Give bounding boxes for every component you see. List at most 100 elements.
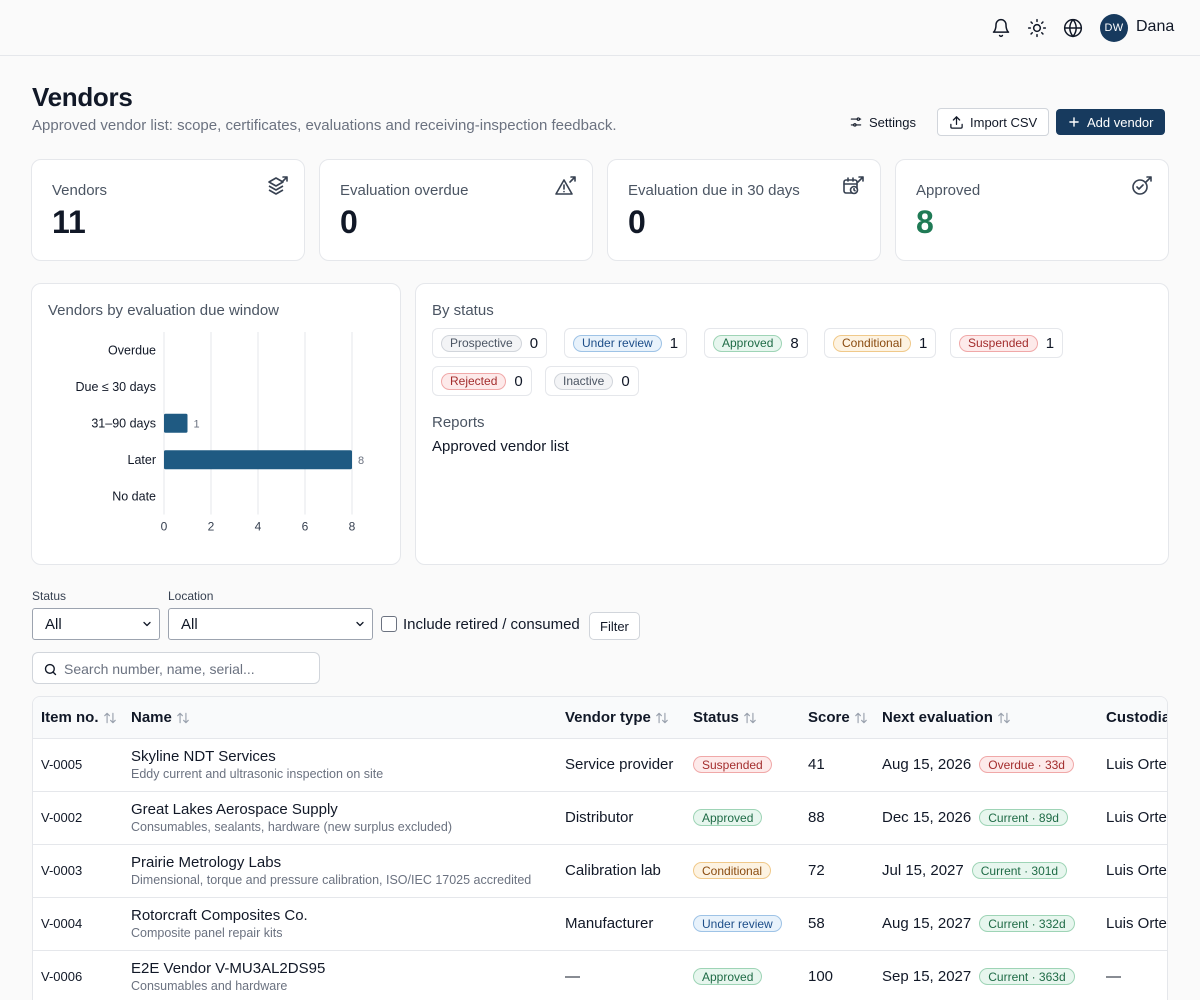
item-number[interactable]: V-0006 xyxy=(41,969,83,984)
vendor-name-cell[interactable]: Rotorcraft Composites Co. Composite panel… xyxy=(123,897,557,950)
chevron-down-icon xyxy=(356,621,364,627)
status-badge: Approved xyxy=(693,809,763,827)
include-retired-checkbox[interactable] xyxy=(381,616,397,632)
score: 100 xyxy=(808,968,834,985)
approved-vendor-list-link[interactable]: Approved vendor list xyxy=(432,438,569,455)
warning-icon xyxy=(555,176,576,195)
column-header-name[interactable]: Name xyxy=(123,697,557,739)
next-evaluation-date: Aug 15, 2027 xyxy=(882,914,972,932)
vendor-name[interactable]: Great Lakes Aerospace Supply xyxy=(131,801,338,818)
item-number[interactable]: V-0003 xyxy=(41,863,83,878)
user-name[interactable]: Dana xyxy=(1136,18,1175,35)
bell-icon[interactable] xyxy=(989,16,1013,40)
status-pill: Inactive xyxy=(554,372,614,390)
column-header-vendor-type[interactable]: Vendor type xyxy=(557,697,685,739)
vendor-name-cell[interactable]: Skyline NDT Services Eddy current and ult… xyxy=(123,738,557,791)
settings-button[interactable]: Settings xyxy=(838,108,927,136)
next-evaluation-cell: Aug 15, 2027 Current · 332d xyxy=(874,897,1098,950)
evaluation-window-bar-chart: 0 2 4 6 8 Overdue Due ≤ 30 days 31–90 days 1 Late… xyxy=(75,332,364,534)
sun-icon[interactable] xyxy=(1025,16,1049,40)
chevron-down-icon xyxy=(143,621,151,627)
chart-title: Vendors by evaluation due window xyxy=(48,302,279,319)
column-header-score[interactable]: Score xyxy=(800,697,874,739)
globe-icon[interactable] xyxy=(1061,16,1085,40)
next-evaluation-date: Dec 15, 2026 xyxy=(882,808,972,826)
next-evaluation-date: Sep 15, 2027 xyxy=(882,967,972,985)
item-number[interactable]: V-0002 xyxy=(41,810,83,825)
item-number[interactable]: V-0005 xyxy=(41,757,83,772)
status-select-value: All xyxy=(45,615,62,633)
status-chip-suspended[interactable]: Suspended 1 xyxy=(950,328,1064,358)
y-category-label: No date xyxy=(112,489,156,503)
vendor-name[interactable]: Rotorcraft Composites Co. xyxy=(131,907,308,924)
calendar-clock-icon xyxy=(843,176,864,195)
avatar[interactable]: DW xyxy=(1100,14,1128,42)
stat-label: Vendors xyxy=(52,182,108,199)
column-header-item-no[interactable]: Item no. xyxy=(33,697,123,739)
status-chip-approved[interactable]: Approved 8 xyxy=(704,328,808,358)
vendor-type: Manufacturer xyxy=(565,915,654,932)
location-select[interactable]: All xyxy=(168,608,373,640)
stat-card-approved[interactable]: Approved 8 xyxy=(895,159,1169,261)
table-row[interactable]: V-0004 Rotorcraft Composites Co. Composite… xyxy=(33,897,1167,950)
item-number[interactable]: V-0004 xyxy=(41,916,83,931)
table-row[interactable]: V-0002 Great Lakes Aerospace Supply Consum… xyxy=(33,791,1167,844)
vendor-description: Dimensional, torque and pressure calibra… xyxy=(131,873,532,887)
table-row[interactable]: V-0003 Prairie Metrology Labs Dimensional,… xyxy=(33,844,1167,897)
status-badge: Under review xyxy=(693,915,782,933)
sort-icon xyxy=(656,712,668,724)
status-select[interactable]: All xyxy=(32,608,160,640)
status-chip-conditional[interactable]: Conditional 1 xyxy=(824,328,937,358)
import-csv-button[interactable]: Import CSV xyxy=(937,108,1050,136)
sort-icon xyxy=(998,712,1010,724)
vendor-name[interactable]: Prairie Metrology Labs xyxy=(131,854,282,871)
evaluation-badge: Overdue · 33d xyxy=(979,756,1074,774)
status-chip-under-review[interactable]: Under review 1 xyxy=(564,328,688,358)
add-vendor-button[interactable]: Add vendor xyxy=(1056,109,1165,135)
vendor-type: Service provider xyxy=(565,756,674,773)
import-csv-label: Import CSV xyxy=(970,114,1038,130)
column-header-next-evaluation[interactable]: Next evaluation xyxy=(874,697,1098,739)
table-row[interactable]: V-0006 E2E Vendor V-MU3AL2DS95 Consumables… xyxy=(33,950,1167,1000)
vendor-description: Consumables and hardware xyxy=(131,979,288,993)
custodian: — xyxy=(1106,968,1121,985)
vendor-name[interactable]: Skyline NDT Services xyxy=(131,748,276,765)
bar xyxy=(164,413,188,433)
vendor-description: Eddy current and ultrasonic inspection o… xyxy=(131,767,384,781)
score: 72 xyxy=(808,862,825,879)
include-retired-label[interactable]: Include retired / consumed xyxy=(403,616,580,633)
table-header-row: Item no. Name Vendor type Status Score N… xyxy=(33,697,1167,739)
vendor-name-cell[interactable]: E2E Vendor V-MU3AL2DS95 Consumables and h… xyxy=(123,950,557,1000)
column-header-status[interactable]: Status xyxy=(685,697,800,739)
status-pill: Prospective xyxy=(441,334,522,352)
y-category-label: Overdue xyxy=(108,343,156,357)
status-chip-rejected[interactable]: Rejected 0 xyxy=(432,366,532,396)
next-evaluation-cell: Dec 15, 2026 Current · 89d xyxy=(874,791,1098,844)
status-filter-label: Status xyxy=(32,589,67,603)
score: 88 xyxy=(808,809,825,826)
column-header-custodian[interactable]: Custodian xyxy=(1098,697,1167,739)
vendor-description: Composite panel repair kits xyxy=(131,926,283,940)
filter-button[interactable]: Filter xyxy=(589,612,640,640)
stat-value: 8 xyxy=(916,204,934,240)
next-evaluation-cell: Aug 15, 2026 Overdue · 33d xyxy=(874,738,1098,791)
stat-card-vendors[interactable]: Vendors 11 xyxy=(31,159,305,261)
status-chip-prospective[interactable]: Prospective 0 xyxy=(432,328,548,358)
x-tick-label: 8 xyxy=(349,520,356,534)
stat-card-due-30[interactable]: Evaluation due in 30 days 0 xyxy=(607,159,881,261)
stat-card-overdue[interactable]: Evaluation overdue 0 xyxy=(319,159,593,261)
next-evaluation-date: Aug 15, 2026 xyxy=(882,755,972,773)
score: 41 xyxy=(808,756,825,773)
search-box[interactable] xyxy=(32,652,320,684)
status-chip-inactive[interactable]: Inactive 0 xyxy=(545,366,639,396)
sliders-icon xyxy=(850,117,862,127)
vendor-name-cell[interactable]: Great Lakes Aerospace Supply Consumables,… xyxy=(123,791,557,844)
vendor-name[interactable]: E2E Vendor V-MU3AL2DS95 xyxy=(131,960,326,977)
x-tick-label: 4 xyxy=(255,520,262,534)
vendor-name-cell[interactable]: Prairie Metrology Labs Dimensional, torqu… xyxy=(123,844,557,897)
table-row[interactable]: V-0005 Skyline NDT Services Eddy current a… xyxy=(33,738,1167,791)
status-count: 8 xyxy=(790,334,799,352)
status-count: 1 xyxy=(1045,334,1055,352)
search-input[interactable] xyxy=(64,660,309,678)
status-pill: Under review xyxy=(573,334,662,352)
